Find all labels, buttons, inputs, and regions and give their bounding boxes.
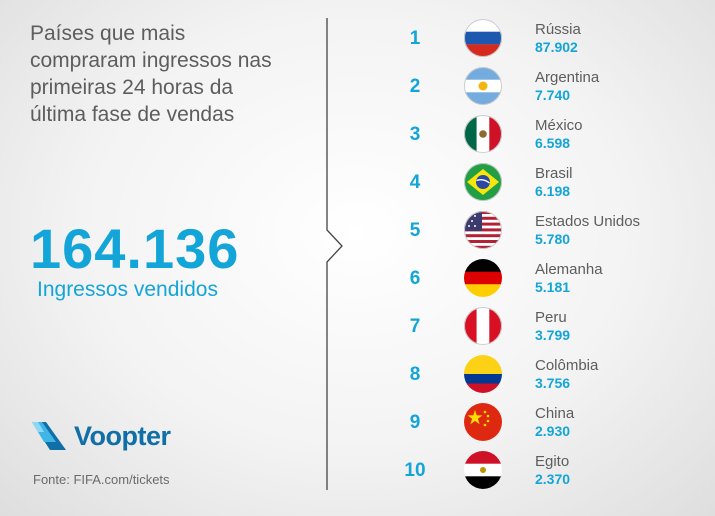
country-name: Rússia xyxy=(535,21,581,38)
china-flag-icon xyxy=(464,403,502,441)
rank-number: 7 xyxy=(409,316,421,337)
ranking-row: 2 Argentina 7.740 xyxy=(395,64,705,112)
ranking-row: 10 Egito 2.370 xyxy=(395,448,705,496)
ticket-count: 7.740 xyxy=(535,87,571,103)
ranking-row: 4 Brasil 6.198 xyxy=(395,160,705,208)
plane-tail-icon xyxy=(32,422,66,450)
country-name: Argentina xyxy=(535,69,600,86)
country-name: Brasil xyxy=(535,165,573,182)
headline: Países que mais compraram ingressos nas … xyxy=(30,22,272,126)
ticket-count: 3.756 xyxy=(535,375,571,391)
country-name: Peru xyxy=(535,309,567,326)
ranking-row: 5 Estados Unidos 5.780 xyxy=(395,208,705,256)
ticket-count: 6.198 xyxy=(535,183,571,199)
colombia-flag-icon xyxy=(464,355,502,393)
egypt-flag-icon xyxy=(464,451,502,489)
country-name: Alemanha xyxy=(535,261,603,278)
headline-block: Países que mais compraram ingressos nas … xyxy=(30,20,320,128)
rank-number: 1 xyxy=(409,28,421,49)
usa-flag-icon xyxy=(464,211,502,249)
brand-name: Voopter xyxy=(74,420,171,451)
rank-number: 3 xyxy=(409,124,421,145)
country-name: Egito xyxy=(535,453,570,470)
rank-number: 2 xyxy=(409,76,421,97)
ranking-row: 8 Colômbia 3.756 xyxy=(395,352,705,400)
ticket-count: 3.799 xyxy=(535,327,571,343)
ticket-count: 2.930 xyxy=(535,423,571,439)
source-note: Fonte: FIFA.com/tickets xyxy=(33,472,170,487)
rank-number: 8 xyxy=(409,364,421,385)
russia-flag-icon xyxy=(464,19,502,57)
total-tickets-label: Ingressos vendidos xyxy=(37,278,218,301)
ticket-count: 5.181 xyxy=(535,279,571,295)
country-name: México xyxy=(535,117,583,134)
rank-number: 5 xyxy=(409,220,421,241)
ranking-row: 9 China 2.930 xyxy=(395,400,705,448)
rank-number: 6 xyxy=(409,268,421,289)
ticket-count: 2.370 xyxy=(535,471,571,487)
ticket-count: 5.780 xyxy=(535,231,571,247)
country-name: China xyxy=(535,405,575,422)
divider-arrow xyxy=(326,18,343,490)
rank-number: 10 xyxy=(404,460,426,481)
ranking-row: 3 México 6.598 xyxy=(395,112,705,160)
ranking-row: 6 Alemanha 5.181 xyxy=(395,256,705,304)
ranking-row: 7 Peru 3.799 xyxy=(395,304,705,352)
argentina-flag-icon xyxy=(464,67,502,105)
brazil-flag-icon xyxy=(464,163,502,201)
voopter-logo: Voopter xyxy=(30,418,171,454)
rank-number: 9 xyxy=(409,412,421,433)
country-name: Colômbia xyxy=(535,357,599,374)
ticket-count: 87.902 xyxy=(535,39,578,55)
ranking-row: 1 Rússia 87.902 xyxy=(395,16,705,64)
rank-number: 4 xyxy=(409,172,421,193)
ticket-count: 6.598 xyxy=(535,135,571,151)
country-name: Estados Unidos xyxy=(535,213,641,230)
mexico-flag-icon xyxy=(464,115,502,153)
ranking-list: 1 Rússia 87.902 2 Argentina 7.740 3 México 6.598… xyxy=(395,16,705,496)
germany-flag-icon xyxy=(464,259,502,297)
peru-flag-icon xyxy=(464,307,502,345)
total-tickets-number: 164.136 xyxy=(30,217,240,280)
